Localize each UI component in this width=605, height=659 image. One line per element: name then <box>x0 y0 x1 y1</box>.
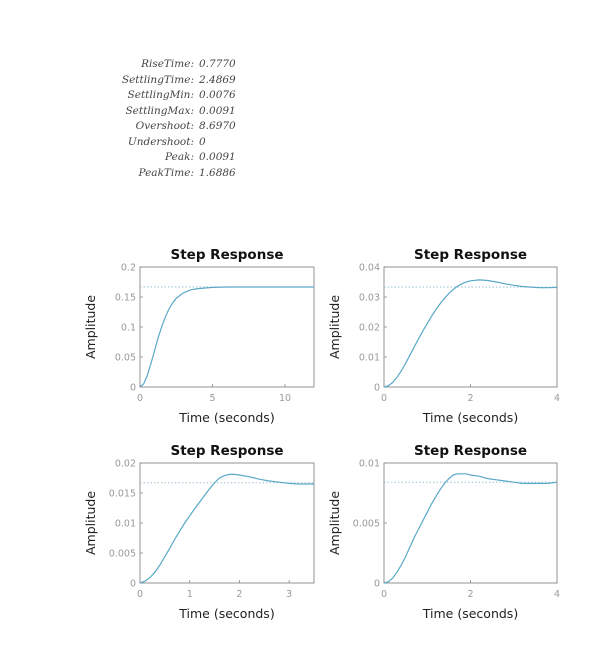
x-tick-label: 0 <box>137 393 143 404</box>
stepinfo-row: SettlingTime: 2.4869 <box>80 73 280 89</box>
stepinfo-output: RiseTime: 0.7770 SettlingTime: 2.4869 Settli… <box>80 57 280 181</box>
axes-box <box>383 266 558 388</box>
x-tick-label: 2 <box>236 589 242 600</box>
x-tick-label: 2 <box>467 589 473 600</box>
x-tick-label: 2 <box>467 393 473 404</box>
y-axis-label: Amplitude <box>327 491 342 555</box>
y-axis-label: Amplitude <box>83 295 98 359</box>
axes-box <box>139 266 315 388</box>
y-tick-label: 0 <box>374 579 380 590</box>
step-response-plot: Step Response Time (seconds) Amplitude 0 2 4 0… <box>327 247 560 425</box>
plot-title: Step Response <box>414 443 527 459</box>
y-tick-label: 0.015 <box>109 489 136 500</box>
x-tick-label: 5 <box>209 393 215 404</box>
stepinfo-value: 0 <box>199 135 206 148</box>
x-tick-label: 10 <box>279 393 291 404</box>
y-tick-label: 0.04 <box>359 263 380 274</box>
y-tick-label: 0.02 <box>115 459 136 470</box>
stepinfo-key: Undershoot: <box>127 135 194 148</box>
step-response-plot: Step Response Time (seconds) Amplitude 0 1 2 3… <box>83 443 315 621</box>
y-tick-label: 0.2 <box>121 263 136 274</box>
y-tick-label: 0.01 <box>359 353 380 364</box>
stepinfo-value: 0.7770 <box>199 58 236 70</box>
stepinfo-value: 0.0091 <box>199 151 236 163</box>
stepinfo-row: Overshoot: 8.6970 <box>80 119 280 135</box>
stepinfo-row: SettlingMin: 0.0076 <box>80 88 280 104</box>
x-axis-label: Time (seconds) <box>422 410 518 425</box>
y-tick-label: 0.01 <box>359 459 380 470</box>
stepinfo-key: SettlingMax: <box>125 104 194 117</box>
y-tick-label: 0 <box>130 579 136 590</box>
y-axis-label: Amplitude <box>327 295 342 359</box>
step-response-plot: Step Response Time (seconds) Amplitude 0 5 10… <box>83 247 315 425</box>
x-tick-label: 0 <box>381 393 387 404</box>
axes-box <box>139 462 315 584</box>
step-response-curve <box>383 279 558 388</box>
x-tick-label: 4 <box>554 393 560 404</box>
step-response-curve <box>139 473 314 584</box>
stepinfo-row: Undershoot: 0 <box>80 135 280 151</box>
stepinfo-row: SettlingMax: 0.0091 <box>80 104 280 120</box>
stepinfo-row: Peak: 0.0091 <box>80 150 280 166</box>
plot-title: Step Response <box>170 443 283 459</box>
stepinfo-row: PeakTime: 1.6886 <box>80 166 280 182</box>
stepinfo-value: 2.4869 <box>199 73 236 86</box>
stepinfo-key: Peak: <box>165 151 194 163</box>
y-tick-label: 0.1 <box>121 323 136 334</box>
stepinfo-value: 8.6970 <box>199 120 236 132</box>
x-axis-label: Time (seconds) <box>178 410 274 425</box>
plot-title: Step Response <box>170 247 283 263</box>
x-axis-label: Time (seconds) <box>178 606 274 621</box>
y-tick-label: 0 <box>374 383 380 394</box>
y-tick-label: 0.005 <box>109 549 136 560</box>
stepinfo-key: Overshoot: <box>135 120 194 132</box>
plot-title: Step Response <box>414 247 527 263</box>
y-tick-label: 0.005 <box>353 519 380 530</box>
axes-box <box>383 462 558 584</box>
stepinfo-value: 0.0091 <box>199 104 236 117</box>
y-tick-label: 0.02 <box>359 323 380 334</box>
x-tick-label: 4 <box>554 589 560 600</box>
x-tick-label: 1 <box>187 589 193 600</box>
y-tick-label: 0.01 <box>115 519 136 530</box>
y-tick-label: 0.15 <box>115 293 136 304</box>
stepinfo-row: RiseTime: 0.7770 <box>80 57 280 73</box>
stepinfo-key: RiseTime: <box>141 58 194 70</box>
stepinfo-key: PeakTime: <box>138 166 195 179</box>
step-response-plot: Step Response Time (seconds) Amplitude 0 2 4 0… <box>327 443 560 621</box>
x-tick-label: 3 <box>286 589 292 600</box>
stepinfo-value: 1.6886 <box>199 166 236 179</box>
step-response-curve <box>383 473 558 584</box>
stepinfo-value: 0.0076 <box>199 89 236 101</box>
y-axis-label: Amplitude <box>83 491 98 555</box>
x-tick-label: 0 <box>137 589 143 600</box>
y-tick-label: 0.05 <box>115 353 136 364</box>
y-tick-label: 0 <box>130 383 136 394</box>
y-tick-label: 0.03 <box>359 293 380 304</box>
x-axis-label: Time (seconds) <box>422 606 518 621</box>
step-response-curve <box>139 286 314 388</box>
stepinfo-key: SettlingTime: <box>121 73 194 86</box>
stepinfo-key: SettlingMin: <box>127 89 194 101</box>
x-tick-label: 0 <box>381 589 387 600</box>
